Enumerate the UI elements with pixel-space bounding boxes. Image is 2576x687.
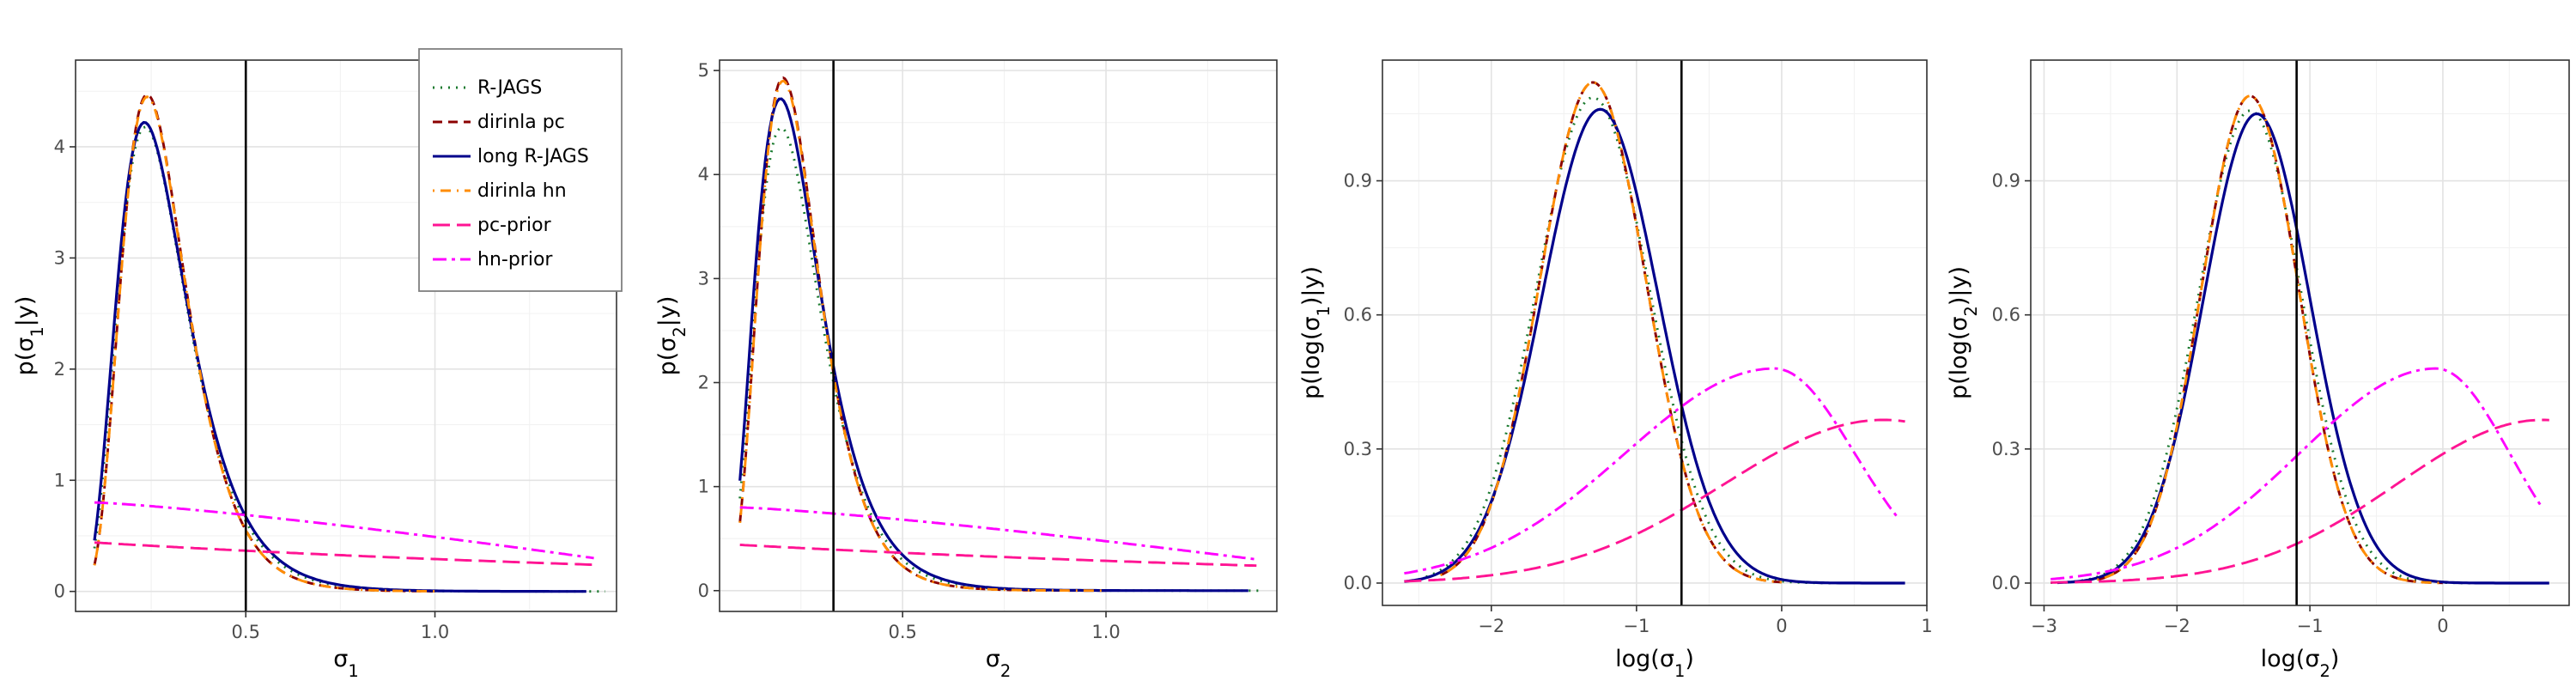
y-tick-label: 1	[698, 477, 709, 497]
x-tick-label: 0.5	[888, 622, 916, 642]
y-tick-label: 2	[698, 373, 709, 393]
series-line-dirinla-pc	[2097, 94, 2443, 585]
x-tick-label: −2	[1478, 616, 1504, 636]
series-group	[1404, 81, 1905, 585]
x-tick-label: 1.0	[421, 622, 449, 642]
panel-border	[1382, 59, 1928, 606]
x-axis-label: log(σ1)	[1615, 646, 1694, 681]
legend-label: R-JAGS	[477, 77, 542, 99]
y-tick-label: 3	[698, 268, 709, 289]
y-tick-label: 5	[698, 60, 709, 81]
y-axis-label: p(σ2|y)	[654, 296, 690, 376]
legend-label: dirinla hn	[477, 180, 567, 202]
y-tick-label: 0.0	[1992, 573, 2020, 593]
y-tick-label: 0.3	[1992, 439, 2020, 459]
series-line-long-r-jags	[2057, 112, 2549, 585]
legend-label: hn-prior	[477, 249, 553, 271]
legend-box	[418, 48, 623, 292]
y-tick-label: 0.9	[1344, 171, 1372, 192]
series-line-dirinla-hn	[93, 95, 435, 593]
plot-area	[2031, 60, 2569, 605]
y-axis-label: p(σ1|y)	[12, 296, 47, 376]
y-axis-label: p(log(σ2)|y)	[1946, 266, 1981, 399]
x-tick-label: −3	[2031, 616, 2057, 636]
y-tick-label: 0.9	[1992, 171, 2020, 192]
x-axis-label: σ1	[333, 646, 359, 681]
x-tick-label: 0.5	[232, 622, 260, 642]
y-axis-label: p(log(σ1)|y)	[1298, 266, 1334, 399]
y-tick-label: 0	[698, 581, 709, 601]
y-tick-label: 0.6	[1344, 305, 1372, 325]
series-group	[738, 76, 1261, 593]
y-tick-label: 4	[54, 137, 65, 157]
series-line-dirinla-hn	[738, 79, 1106, 593]
x-axis-label: log(σ2)	[2261, 646, 2340, 681]
x-axis-label: σ2	[986, 646, 1012, 681]
x-tick-label: −2	[2164, 616, 2190, 636]
series-line-pc-prior	[94, 541, 594, 567]
y-tick-label: 0	[54, 581, 65, 602]
x-tick-label: 0	[2437, 616, 2448, 636]
y-tick-label: 0.0	[1344, 573, 1372, 593]
x-tick-label: 1	[1921, 616, 1932, 636]
legend: R-JAGS dirinla pc long R-JAGS dirinla hn pc-…	[418, 48, 623, 292]
x-tick-label: −1	[1623, 616, 1649, 636]
series-line-hn-prior	[1404, 367, 1899, 575]
series-group	[93, 93, 605, 593]
y-tick-label: 0.3	[1344, 439, 1372, 459]
y-tick-label: 4	[698, 164, 709, 185]
panel-2: 0.5 1.0 0 1 2 3 4 5 σ2 p(σ2|y)	[654, 59, 1278, 681]
legend-label: long R-JAGS	[477, 146, 589, 167]
y-tick-label: 0.6	[1992, 305, 2020, 325]
series-line-long-r-jags	[93, 120, 586, 593]
series-line-hn-prior	[739, 506, 1257, 561]
x-tick-label: 0	[1776, 616, 1787, 636]
series-line-dirinla-hn	[2097, 94, 2443, 585]
panel-border	[719, 59, 1278, 612]
panel-border	[75, 59, 617, 612]
panel-4: −3 −2 −1 0 0.0 0.3 0.6 0.9 log(σ2) p(log(σ2)|y)	[1946, 59, 2570, 681]
legend-label: pc-prior	[477, 215, 552, 236]
y-tick-label: 3	[54, 247, 65, 268]
x-tick-label: −1	[2297, 616, 2324, 636]
series-line-pc-prior	[1404, 418, 1905, 583]
y-tick-label: 2	[54, 359, 65, 380]
series-line-hn-prior	[94, 501, 594, 560]
panel-border	[2030, 59, 2570, 606]
panel-3: −2 −1 0 1 0.0 0.3 0.6 0.9 log(σ1) p(log(σ1)|y)	[1298, 59, 1933, 681]
series-line-pc-prior	[739, 544, 1257, 568]
series-line-pc-prior	[2050, 418, 2549, 584]
series-line-dirinla-pc	[93, 93, 435, 593]
y-tick-label: 1	[54, 470, 65, 490]
plot-area	[720, 60, 1277, 611]
legend-label: dirinla pc	[477, 112, 565, 133]
x-tick-label: 1.0	[1091, 622, 1120, 642]
series-line-dirinla-hn	[1440, 81, 1782, 584]
